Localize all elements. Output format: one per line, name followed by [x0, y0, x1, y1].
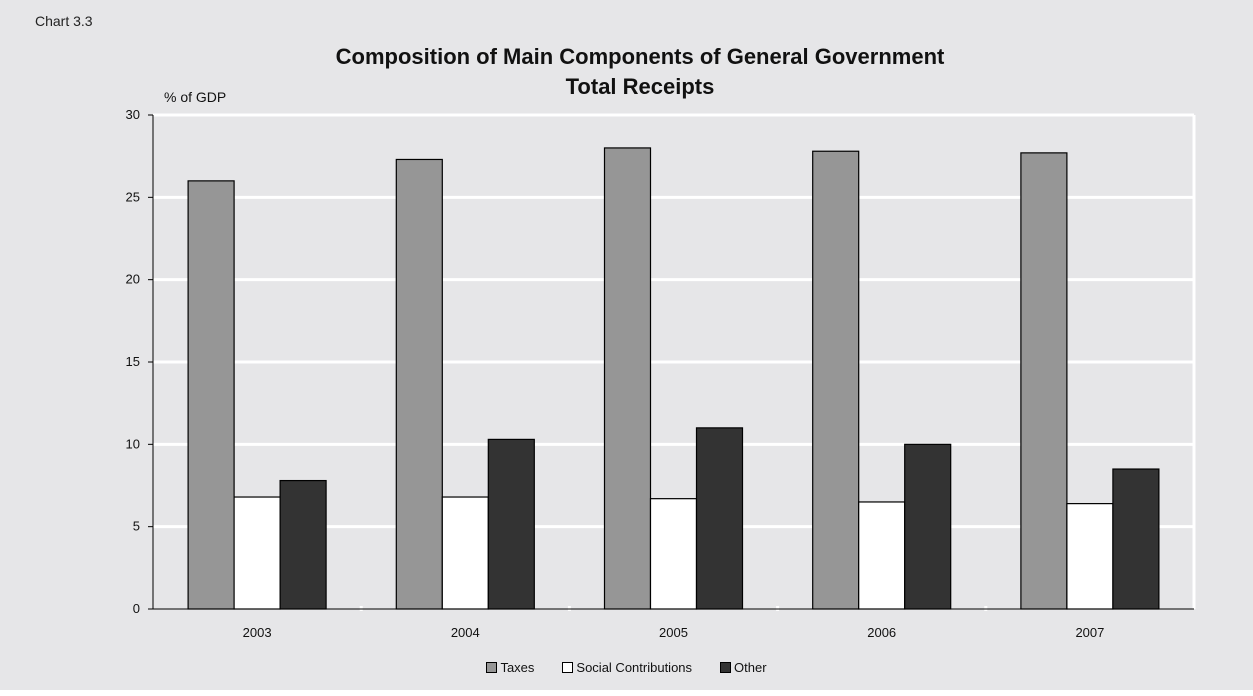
bar-taxes-2005 [603, 147, 652, 610]
bar-taxes-2007 [1020, 152, 1068, 610]
y-tick-label-20: 20 [126, 272, 140, 287]
bar-other-2007 [1112, 468, 1160, 610]
legend-swatch [562, 662, 574, 673]
bar-social-contributions-2005 [649, 498, 698, 610]
x-tick-label-2006: 2006 [867, 625, 896, 640]
bar-other-2004 [487, 438, 535, 610]
legend-swatch [720, 662, 732, 673]
x-tick-label-2004: 2004 [451, 625, 480, 640]
bar-other-2006 [904, 443, 952, 610]
y-tick-label-10: 10 [126, 436, 140, 451]
chart-number-label: Chart 3.3 [35, 13, 93, 29]
bar-other-2003 [279, 479, 327, 610]
x-tick-label-2007: 2007 [1075, 625, 1104, 640]
bar-taxes-2006 [812, 150, 860, 610]
y-tick-label-30: 30 [126, 107, 140, 122]
legend-item-social-contributions: Social Contributions [562, 660, 692, 675]
legend-label: Other [734, 660, 767, 675]
legend-item-other: Other [720, 660, 767, 675]
chart-title-line-1: Composition of Main Components of Genera… [335, 44, 945, 69]
y-tick-label-5: 5 [133, 519, 140, 534]
bar-taxes-2004 [395, 158, 443, 610]
legend-item-taxes: Taxes [486, 660, 534, 675]
y-tick-label-0: 0 [133, 601, 140, 616]
bar-social-contributions-2004 [441, 496, 489, 610]
x-tick-label-2003: 2003 [243, 625, 272, 640]
chart-title-line-2: Total Receipts [565, 74, 715, 99]
chart-legend: Taxes Social Contributions Other [0, 660, 1253, 676]
bar-social-contributions-2003 [233, 496, 281, 610]
x-tick-label-2005: 2005 [659, 625, 688, 640]
y-tick-label-15: 15 [126, 354, 140, 369]
y-axis-unit-label: % of GDP [164, 89, 227, 105]
legend-label: Taxes [500, 660, 535, 675]
legend-label: Social Contributions [576, 660, 693, 675]
bar-social-contributions-2007 [1066, 503, 1114, 610]
bar-other-2005 [695, 427, 744, 610]
legend-swatch [486, 662, 498, 673]
bar-taxes-2003 [187, 180, 235, 610]
bar-social-contributions-2006 [858, 501, 906, 610]
chart-title: Composition of Main Components of Genera… [200, 42, 1080, 102]
y-tick-label-25: 25 [126, 189, 140, 204]
